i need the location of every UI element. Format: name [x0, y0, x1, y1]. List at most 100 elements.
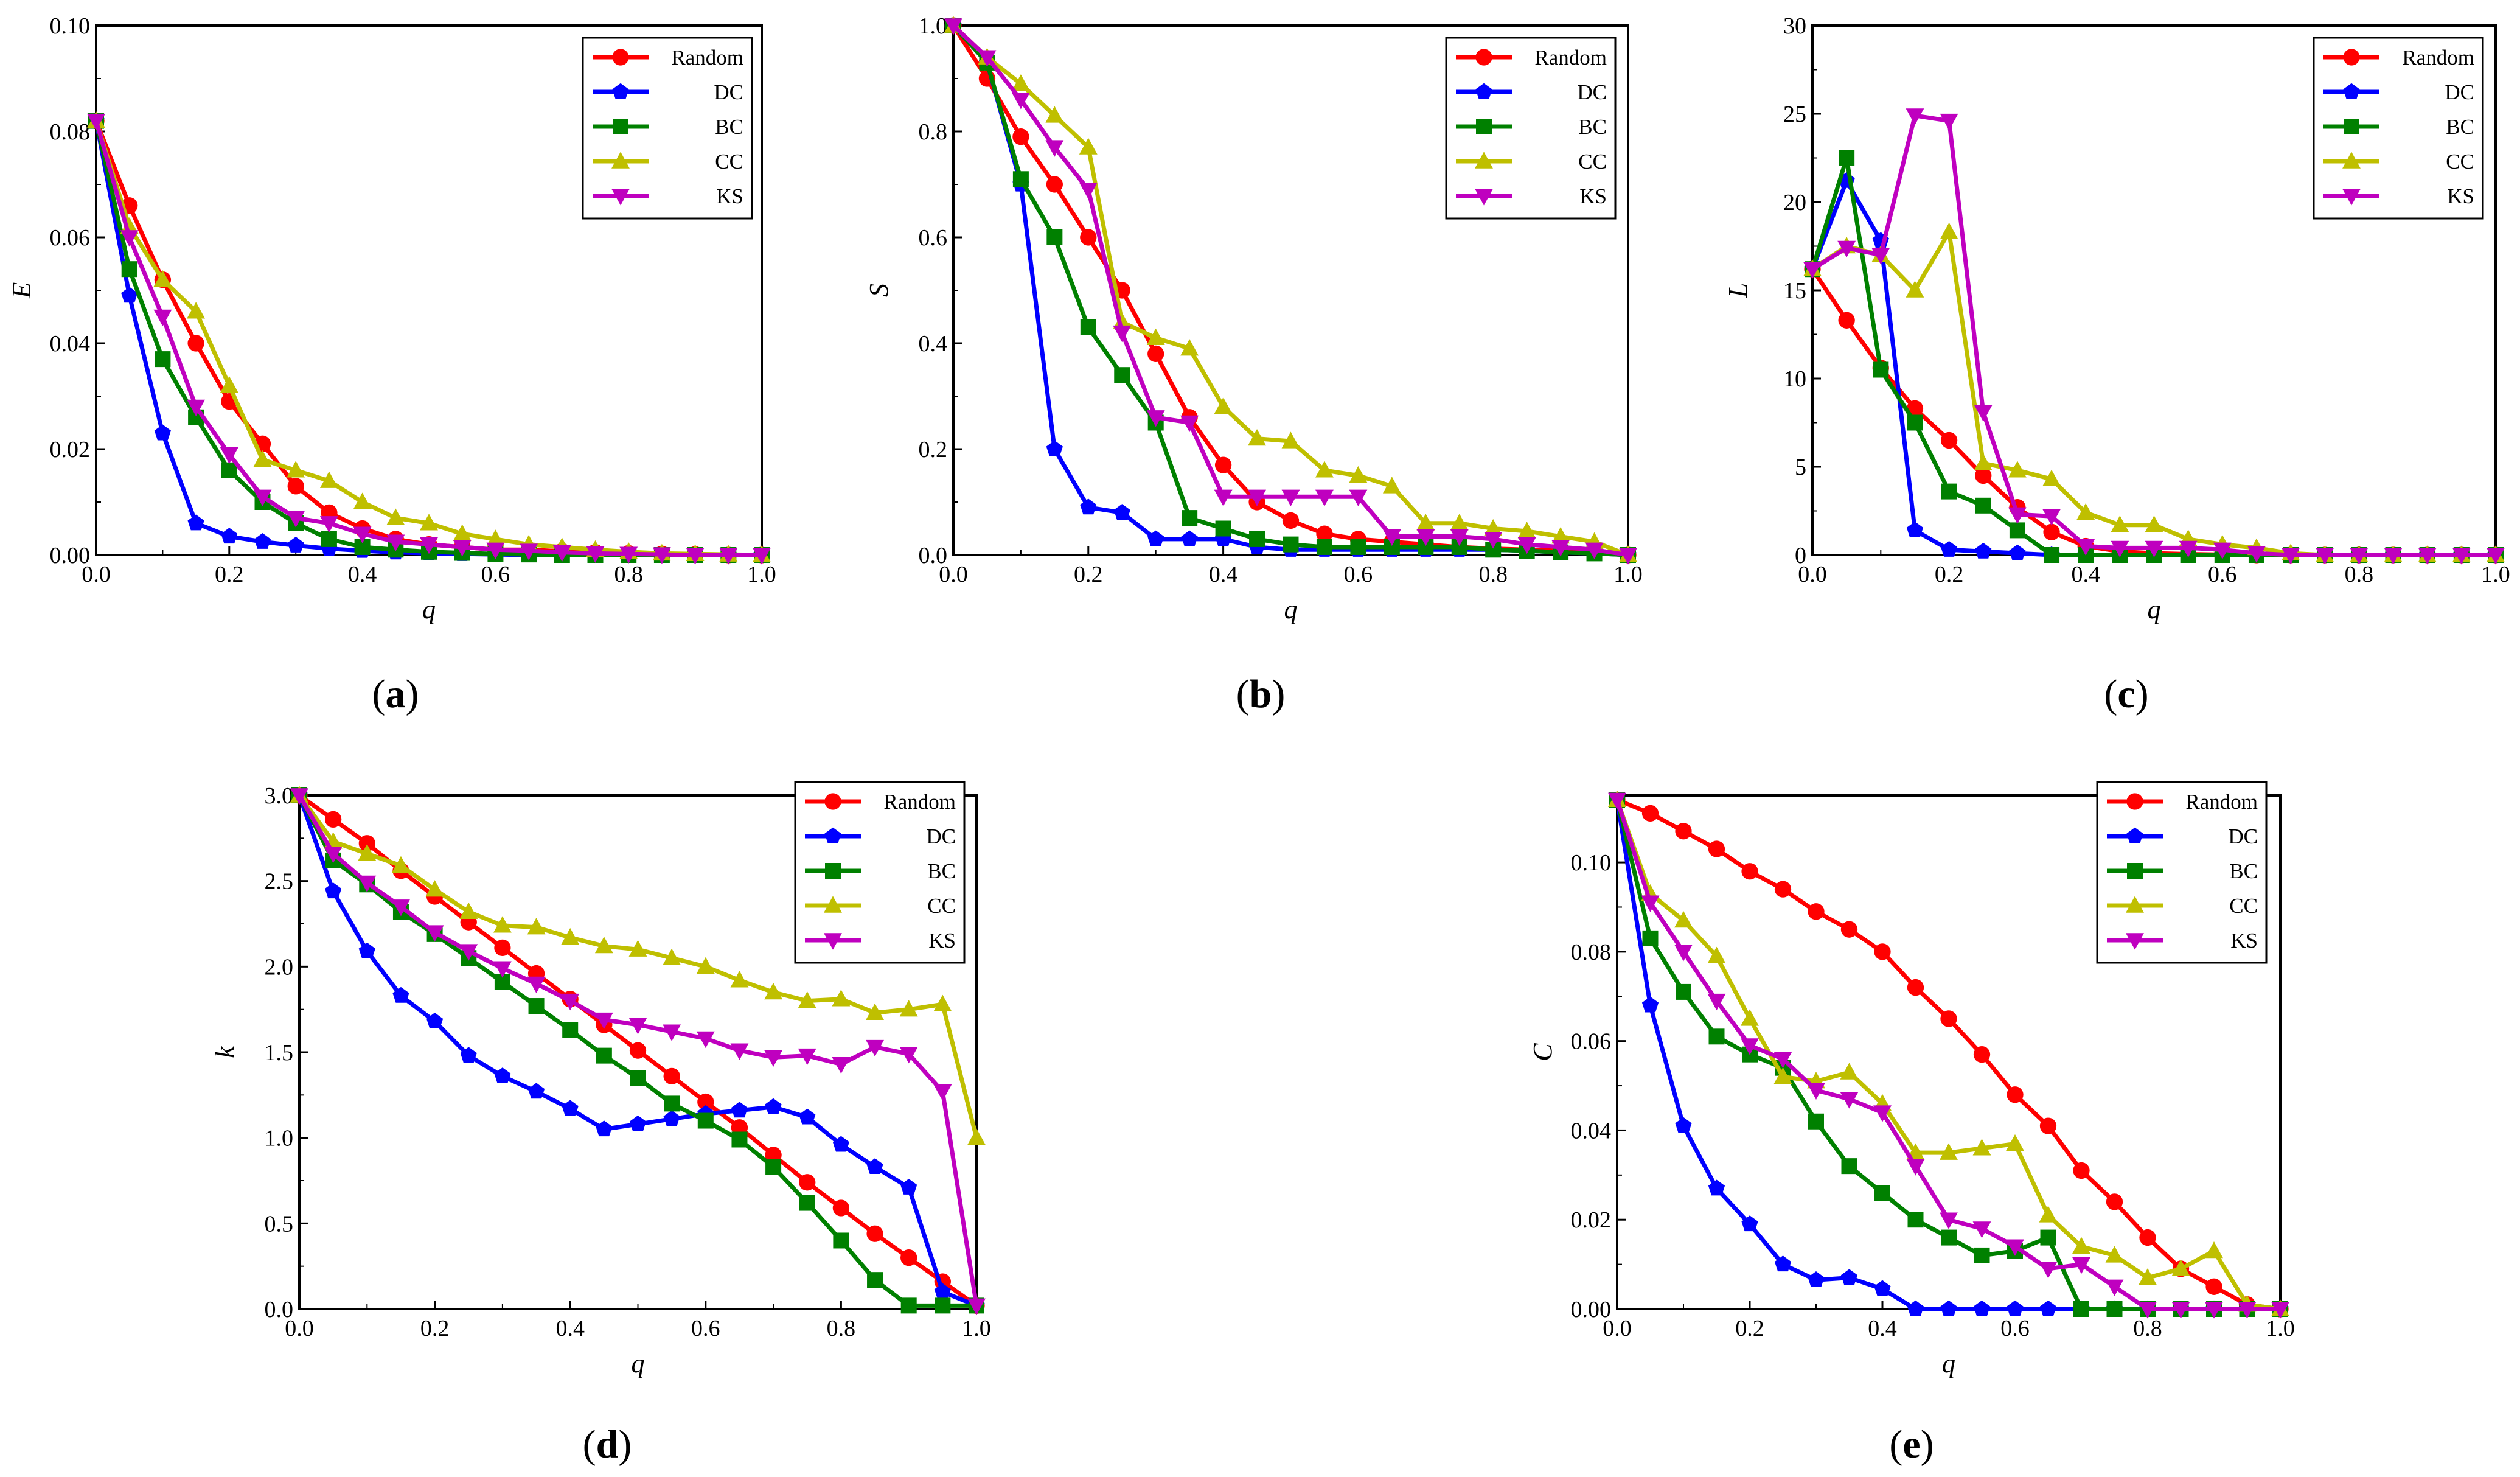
data-point — [935, 1297, 951, 1314]
data-point — [2171, 1259, 2190, 1276]
data-point — [1079, 138, 1098, 155]
data-point — [153, 270, 172, 287]
data-point — [1840, 1092, 1859, 1109]
series-ks — [944, 18, 1637, 565]
data-point — [1416, 514, 1435, 531]
data-point — [494, 939, 511, 957]
data-point — [764, 982, 783, 1000]
data-point — [1315, 489, 1334, 506]
data-point — [1676, 983, 1691, 1000]
data-point — [1907, 414, 1923, 431]
data-point — [1972, 1221, 1991, 1238]
data-point — [1906, 108, 1924, 125]
data-point — [1484, 532, 1503, 549]
y-tick-label: 0.04 — [50, 331, 91, 357]
x-axis-label: q — [422, 595, 436, 624]
data-point — [1517, 537, 1536, 554]
legend: Random DC BC CC KS — [794, 781, 966, 964]
legend-label: DC — [2445, 80, 2474, 104]
data-point — [1114, 367, 1130, 383]
data-point — [187, 302, 206, 319]
x-axis-label: q — [2148, 595, 2161, 624]
legend-marker — [2344, 119, 2359, 134]
data-point — [2042, 469, 2061, 486]
data-point — [1214, 397, 1233, 414]
y-axis-label: S — [864, 284, 894, 297]
y-tick-label: 2.0 — [265, 954, 294, 980]
data-point — [586, 546, 605, 563]
data-point — [527, 976, 546, 994]
data-point — [1972, 1139, 1991, 1156]
data-point — [1113, 504, 1130, 520]
data-point — [2007, 1086, 2024, 1103]
data-point — [319, 471, 338, 488]
data-point — [1484, 519, 1503, 536]
data-point — [1248, 489, 1266, 506]
data-point — [2106, 1193, 2123, 1210]
data-point — [799, 1108, 816, 1125]
data-point — [2042, 509, 2061, 526]
data-point — [1517, 522, 1536, 539]
legend-marker — [2343, 49, 2360, 66]
data-point — [2106, 1301, 2123, 1317]
data-point — [392, 856, 410, 873]
chart-panel-a: 0.0 0.2 0.4 0.6 0.8 1.0 0.00 0.02 0.04 0.06 0.08 0.… — [7, 13, 776, 716]
data-point — [287, 537, 304, 553]
data-point — [1080, 498, 1097, 515]
data-point — [1011, 93, 1030, 110]
x-tick-label: 0.8 — [1478, 562, 1508, 587]
legend: Random DC BC CC KS — [582, 37, 753, 220]
data-point — [1973, 1046, 1991, 1063]
data-point — [628, 940, 647, 957]
x-tick-label: 0.2 — [215, 562, 244, 587]
x-tick-label: 0.8 — [2345, 562, 2374, 587]
y-tick-label: 0.10 — [1571, 850, 1612, 876]
y-tick-label: 0.02 — [50, 437, 91, 463]
data-point — [1113, 325, 1132, 343]
data-point — [730, 1043, 749, 1060]
data-point — [2139, 1268, 2157, 1285]
data-point — [2350, 548, 2369, 565]
data-point — [697, 1112, 714, 1129]
data-point — [1675, 823, 1692, 840]
data-point — [1214, 489, 1233, 506]
x-tick-label: 0.0 — [1603, 1316, 1632, 1341]
data-point — [1315, 461, 1334, 478]
data-point — [1774, 1255, 1792, 1272]
data-point — [1382, 477, 1401, 494]
x-tick-label: 0.2 — [1935, 562, 1964, 587]
data-point — [1741, 863, 1758, 880]
series-cc — [1803, 222, 2505, 562]
data-point — [2179, 540, 2198, 557]
data-point — [353, 492, 372, 509]
data-point — [594, 936, 613, 954]
data-point — [1608, 792, 1626, 809]
data-point — [2282, 548, 2300, 565]
data-point — [2008, 461, 2027, 478]
data-point — [866, 1003, 884, 1020]
data-point — [2039, 1117, 2057, 1134]
x-tick-label: 0.6 — [481, 562, 510, 587]
chart-panel-b: 0.0 0.2 0.4 0.6 0.8 1.0 0.0 0.2 0.4 0.6 0.8 1.0 q S Ra… — [864, 13, 1643, 716]
x-tick-label: 0.4 — [555, 1316, 585, 1341]
data-point — [1940, 222, 1958, 239]
data-point — [1045, 106, 1064, 123]
y-tick-label: 0.0 — [265, 1297, 294, 1322]
data-point — [2111, 540, 2129, 557]
data-point — [1382, 529, 1401, 546]
x-tick-label: 0.8 — [2133, 1316, 2162, 1341]
data-point — [121, 261, 137, 278]
data-point — [900, 1178, 917, 1195]
legend: Random DC BC CC KS — [2313, 37, 2484, 220]
data-point — [1741, 1009, 1759, 1026]
y-tick-label: 1.0 — [265, 1126, 294, 1151]
x-tick-label: 0.0 — [939, 562, 968, 587]
y-tick-label: 30 — [1783, 13, 1806, 39]
data-point — [392, 899, 410, 917]
legend-marker — [2342, 189, 2361, 206]
data-point — [1838, 312, 1855, 329]
legend-label: DC — [714, 80, 743, 104]
data-point — [1707, 946, 1726, 963]
legend-marker — [611, 189, 630, 206]
legend-label: Random — [1534, 46, 1607, 69]
